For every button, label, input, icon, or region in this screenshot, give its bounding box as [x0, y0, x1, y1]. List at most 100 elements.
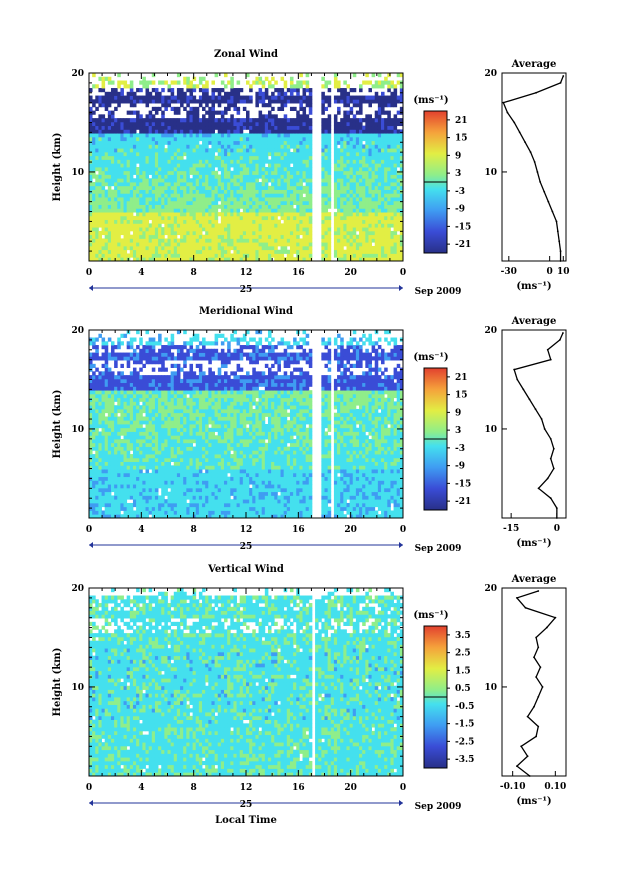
- heat-cell: [176, 219, 181, 224]
- heat-cell: [308, 208, 313, 213]
- heat-cell: [289, 133, 294, 138]
- heat-cell: [129, 352, 134, 357]
- heat-cell: [393, 200, 398, 205]
- heat-cell: [110, 91, 115, 96]
- heat-cell: [95, 118, 99, 123]
- heat-cell: [139, 129, 143, 134]
- heat-cell: [224, 204, 228, 209]
- heat-cell: [104, 371, 109, 376]
- heat-cell: [117, 215, 121, 221]
- heat-cell: [227, 253, 231, 258]
- heat-cell: [132, 103, 137, 108]
- heat-cell: [246, 204, 250, 209]
- heat-cell: [283, 223, 288, 228]
- heat-cell: [161, 159, 165, 164]
- heat-cell: [324, 253, 329, 258]
- heat-cell: [110, 219, 115, 224]
- heat-cell: [148, 159, 153, 164]
- heat-cell: [120, 249, 124, 254]
- heat-cell: [239, 148, 244, 153]
- heat-cell: [95, 159, 99, 164]
- heat-cell: [261, 197, 266, 202]
- heat-cell: [352, 219, 357, 224]
- heat-cell: [233, 103, 237, 108]
- heat-cell: [349, 208, 354, 213]
- heat-cell: [255, 257, 259, 262]
- heat-cell: [224, 148, 228, 153]
- heat-cell: [258, 95, 263, 100]
- heat-cell: [92, 133, 96, 138]
- heat-cell: [145, 129, 150, 134]
- heat-cell: [139, 133, 143, 138]
- heat-cell: [340, 223, 344, 228]
- heat-cell: [151, 185, 156, 190]
- heat-cell: [208, 230, 212, 236]
- heat-cell: [173, 200, 178, 205]
- heat-cell: [362, 185, 366, 190]
- heat-cell: [98, 333, 102, 338]
- heat-cell: [355, 136, 360, 142]
- heat-cell: [211, 110, 215, 115]
- heat-cell: [387, 73, 391, 78]
- heat-cell: [381, 185, 385, 190]
- heat-cell: [381, 189, 385, 194]
- heat-cell: [110, 472, 115, 478]
- heat-cell: [110, 208, 115, 213]
- heat-cell: [299, 219, 303, 224]
- heat-cell: [95, 208, 99, 213]
- heat-cell: [381, 151, 385, 157]
- heat-cell: [289, 227, 294, 232]
- heat-cell: [396, 140, 401, 145]
- heat-cell: [293, 151, 297, 157]
- heat-cell: [349, 253, 354, 258]
- heat-cell: [399, 238, 404, 243]
- heat-cell: [349, 133, 354, 138]
- heat-cell: [289, 167, 294, 172]
- heat-cell: [183, 148, 187, 153]
- heat-cell: [346, 234, 351, 239]
- heat-cell: [327, 167, 332, 172]
- heat-cell: [129, 420, 134, 425]
- heat-cell: [104, 424, 109, 429]
- heat-cell: [224, 245, 228, 251]
- heat-cell: [267, 234, 272, 239]
- heat-cell: [242, 174, 247, 179]
- heat-cell: [214, 230, 219, 236]
- heat-cell: [381, 227, 385, 232]
- heat-cell: [227, 215, 231, 221]
- heat-cell: [208, 174, 212, 179]
- heat-cell: [89, 204, 93, 209]
- heat-cell: [296, 88, 300, 93]
- heat-cell: [352, 99, 357, 104]
- heat-cell: [377, 155, 382, 160]
- heat-cell: [305, 129, 310, 134]
- heat-cell: [368, 140, 372, 145]
- heat-cell: [327, 136, 332, 142]
- heat-cell: [186, 95, 190, 100]
- heat-cell: [249, 133, 253, 138]
- heat-cell: [393, 148, 398, 153]
- heat-cell: [114, 129, 118, 134]
- heat-cell: [205, 136, 209, 142]
- average-axes-frame: [501, 72, 567, 262]
- heat-cell: [381, 129, 385, 134]
- heat-cell: [120, 197, 124, 202]
- heat-cell: [381, 204, 385, 209]
- heat-cell: [92, 454, 96, 459]
- heat-cell: [393, 163, 398, 168]
- heat-cell: [365, 249, 369, 254]
- heat-cell: [189, 193, 194, 198]
- heat-cell: [387, 84, 391, 89]
- heat-cell: [142, 249, 146, 254]
- heat-cell: [98, 212, 102, 217]
- heat-cell: [123, 427, 128, 432]
- heat-cell: [299, 208, 303, 213]
- heat-cell: [208, 238, 212, 243]
- heat-cell: [387, 163, 391, 168]
- heat-cell: [154, 148, 159, 153]
- heat-cell: [192, 234, 197, 239]
- heat-cell: [246, 167, 250, 172]
- heat-cell: [286, 163, 291, 168]
- heat-cell: [205, 253, 209, 258]
- heat-cell: [280, 133, 285, 138]
